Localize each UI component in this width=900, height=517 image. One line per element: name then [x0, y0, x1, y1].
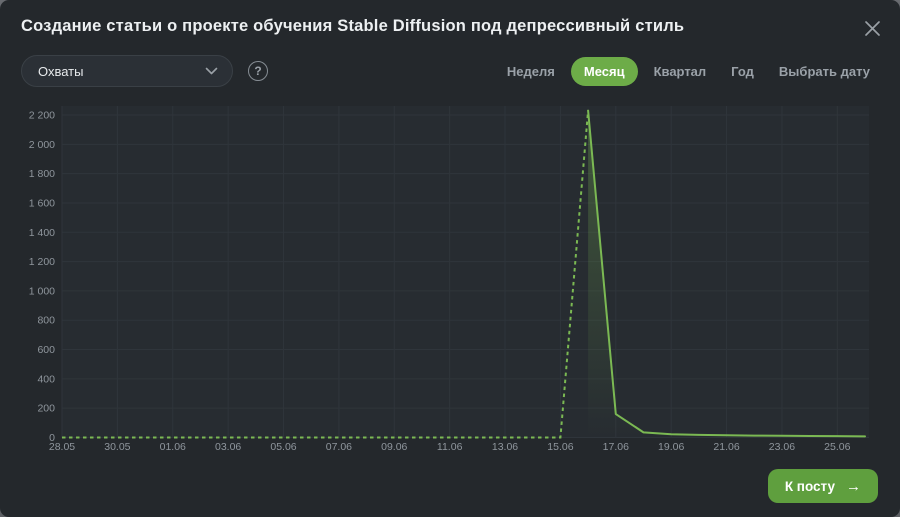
svg-text:01.06: 01.06 [160, 441, 186, 453]
svg-text:21.06: 21.06 [713, 441, 739, 453]
reach-line-chart: 0 200 400 600 800 1 000 1 200 1 400 1 600 1 800 2 … [29, 106, 869, 453]
to-post-label: К посту [784, 478, 835, 494]
svg-text:09.06: 09.06 [381, 441, 407, 453]
svg-text:2 200: 2 200 [29, 110, 55, 122]
svg-text:1 200: 1 200 [29, 256, 55, 268]
svg-text:1 800: 1 800 [29, 168, 55, 180]
svg-text:600: 600 [37, 344, 55, 356]
to-post-button[interactable]: К посту → [767, 469, 878, 503]
close-icon [864, 20, 880, 36]
y-axis-labels: 0 200 400 600 800 1 000 1 200 1 400 1 600 1 800 2 … [29, 110, 55, 445]
svg-text:1 000: 1 000 [29, 285, 55, 297]
toolbar: Охваты ? Неделя Месяц Квартал Год Выбрать да… [21, 55, 879, 87]
chevron-down-icon [205, 67, 218, 75]
svg-text:0: 0 [49, 432, 55, 444]
close-button[interactable] [858, 14, 886, 42]
svg-text:400: 400 [37, 373, 55, 385]
svg-text:07.06: 07.06 [326, 441, 352, 453]
svg-text:200: 200 [37, 403, 55, 415]
tab-month[interactable]: Месяц [570, 56, 638, 86]
svg-text:2 000: 2 000 [29, 139, 55, 151]
svg-text:05.06: 05.06 [270, 441, 296, 453]
svg-text:800: 800 [37, 315, 55, 327]
modal-title: Создание статьи о проекте обучения Stabl… [21, 17, 685, 35]
svg-text:23.06: 23.06 [769, 441, 795, 453]
svg-text:30.05: 30.05 [104, 441, 130, 453]
svg-text:11.06: 11.06 [437, 441, 463, 453]
question-mark-glyph: ? [254, 64, 262, 78]
x-axis-labels: 28.05 30.05 01.06 03.06 05.06 07.06 09.06 11.06… [49, 441, 851, 453]
arrow-right-icon: → [846, 477, 861, 495]
metric-dropdown-value: Охваты [38, 63, 84, 79]
period-tabs: Неделя Месяц Квартал Год Выбрать дату [498, 56, 879, 86]
svg-text:19.06: 19.06 [658, 441, 684, 453]
svg-text:1 400: 1 400 [29, 227, 55, 239]
series-line [587, 109, 866, 438]
svg-text:25.06: 25.06 [824, 441, 850, 453]
tab-week[interactable]: Неделя [506, 63, 555, 79]
tab-quarter[interactable]: Квартал [653, 63, 707, 79]
svg-text:13.06: 13.06 [492, 441, 518, 453]
svg-text:17.06: 17.06 [603, 441, 629, 453]
tab-pick-date[interactable]: Выбрать дату [778, 63, 870, 79]
grid [61, 106, 869, 438]
svg-text:15.06: 15.06 [547, 441, 573, 453]
tab-year[interactable]: Год [731, 63, 754, 79]
svg-text:28.05: 28.05 [49, 441, 75, 453]
plot-background [62, 106, 869, 438]
metric-dropdown[interactable]: Охваты [21, 55, 233, 87]
svg-text:1 600: 1 600 [29, 197, 55, 209]
help-icon[interactable]: ? [248, 61, 268, 81]
svg-text:03.06: 03.06 [215, 441, 241, 453]
